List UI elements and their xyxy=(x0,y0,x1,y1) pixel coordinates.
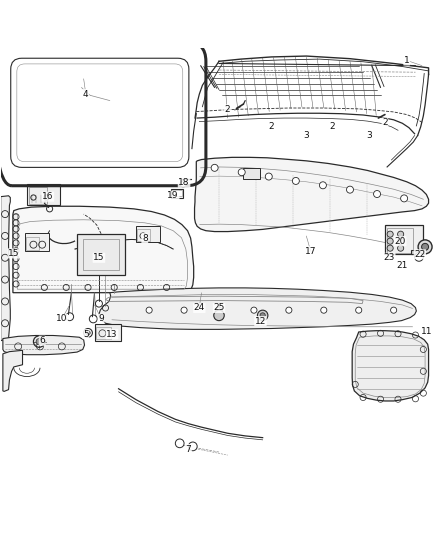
Text: 3: 3 xyxy=(304,131,309,140)
Circle shape xyxy=(180,181,186,187)
Text: 2: 2 xyxy=(268,122,274,131)
Circle shape xyxy=(214,310,224,321)
Circle shape xyxy=(415,253,424,261)
Bar xyxy=(243,168,261,179)
Bar xyxy=(95,324,121,341)
Text: 1: 1 xyxy=(404,56,410,65)
Text: 12: 12 xyxy=(255,317,266,326)
Polygon shape xyxy=(1,196,11,341)
Text: 8: 8 xyxy=(142,233,148,243)
Circle shape xyxy=(238,169,245,176)
Bar xyxy=(83,239,120,270)
Bar xyxy=(96,327,111,340)
Text: 25: 25 xyxy=(213,303,225,312)
Bar xyxy=(172,190,182,196)
Circle shape xyxy=(398,231,404,237)
Circle shape xyxy=(175,439,184,448)
Circle shape xyxy=(181,307,187,313)
Polygon shape xyxy=(99,288,417,329)
Circle shape xyxy=(260,313,265,318)
Text: 6: 6 xyxy=(39,336,45,345)
Circle shape xyxy=(251,307,257,313)
Circle shape xyxy=(265,173,272,180)
Polygon shape xyxy=(194,157,428,231)
Circle shape xyxy=(286,307,292,313)
Bar xyxy=(136,226,160,243)
Circle shape xyxy=(319,182,326,189)
Circle shape xyxy=(216,307,222,313)
Circle shape xyxy=(422,244,428,251)
Bar xyxy=(25,233,49,251)
Text: 2: 2 xyxy=(330,122,336,131)
Bar xyxy=(27,184,60,205)
Bar xyxy=(13,214,17,262)
Bar xyxy=(29,187,46,204)
Text: 11: 11 xyxy=(420,327,432,336)
Circle shape xyxy=(387,245,393,251)
Circle shape xyxy=(387,238,393,244)
Bar xyxy=(387,228,413,253)
Polygon shape xyxy=(3,335,85,354)
Circle shape xyxy=(398,238,404,244)
Text: 15: 15 xyxy=(8,249,20,258)
Text: 21: 21 xyxy=(397,261,408,270)
Text: 3: 3 xyxy=(367,131,372,140)
Text: 24: 24 xyxy=(194,303,205,312)
Text: 2: 2 xyxy=(224,105,230,114)
Circle shape xyxy=(356,307,362,313)
Circle shape xyxy=(292,177,299,184)
Text: 20: 20 xyxy=(395,237,406,246)
Circle shape xyxy=(391,307,397,313)
Text: 5: 5 xyxy=(83,330,89,338)
Circle shape xyxy=(36,338,42,345)
Polygon shape xyxy=(13,206,194,293)
Circle shape xyxy=(86,330,90,335)
Text: 22: 22 xyxy=(414,250,425,259)
Text: 4: 4 xyxy=(83,90,88,99)
Text: 2: 2 xyxy=(382,118,388,127)
Polygon shape xyxy=(3,350,22,391)
Circle shape xyxy=(211,164,218,171)
Text: 19: 19 xyxy=(167,191,179,200)
Bar xyxy=(385,224,424,254)
Text: 9: 9 xyxy=(98,314,104,324)
Circle shape xyxy=(374,190,381,198)
Circle shape xyxy=(346,186,353,193)
Bar xyxy=(171,189,183,198)
Circle shape xyxy=(398,245,404,251)
Text: 10: 10 xyxy=(56,314,67,324)
Text: 23: 23 xyxy=(384,253,395,262)
Text: 7: 7 xyxy=(186,445,191,454)
Circle shape xyxy=(401,195,408,202)
Text: 16: 16 xyxy=(42,192,53,201)
Circle shape xyxy=(321,307,327,313)
Bar xyxy=(138,229,150,241)
Bar xyxy=(77,234,125,275)
Circle shape xyxy=(258,310,268,321)
Circle shape xyxy=(387,231,393,237)
Text: 17: 17 xyxy=(305,247,316,256)
Bar xyxy=(411,250,424,254)
Text: 18: 18 xyxy=(178,178,190,187)
Circle shape xyxy=(418,240,432,254)
Circle shape xyxy=(146,307,152,313)
Polygon shape xyxy=(352,330,428,401)
Text: 15: 15 xyxy=(93,253,105,262)
Text: 13: 13 xyxy=(106,330,118,338)
Bar xyxy=(26,237,39,250)
Circle shape xyxy=(188,442,197,451)
